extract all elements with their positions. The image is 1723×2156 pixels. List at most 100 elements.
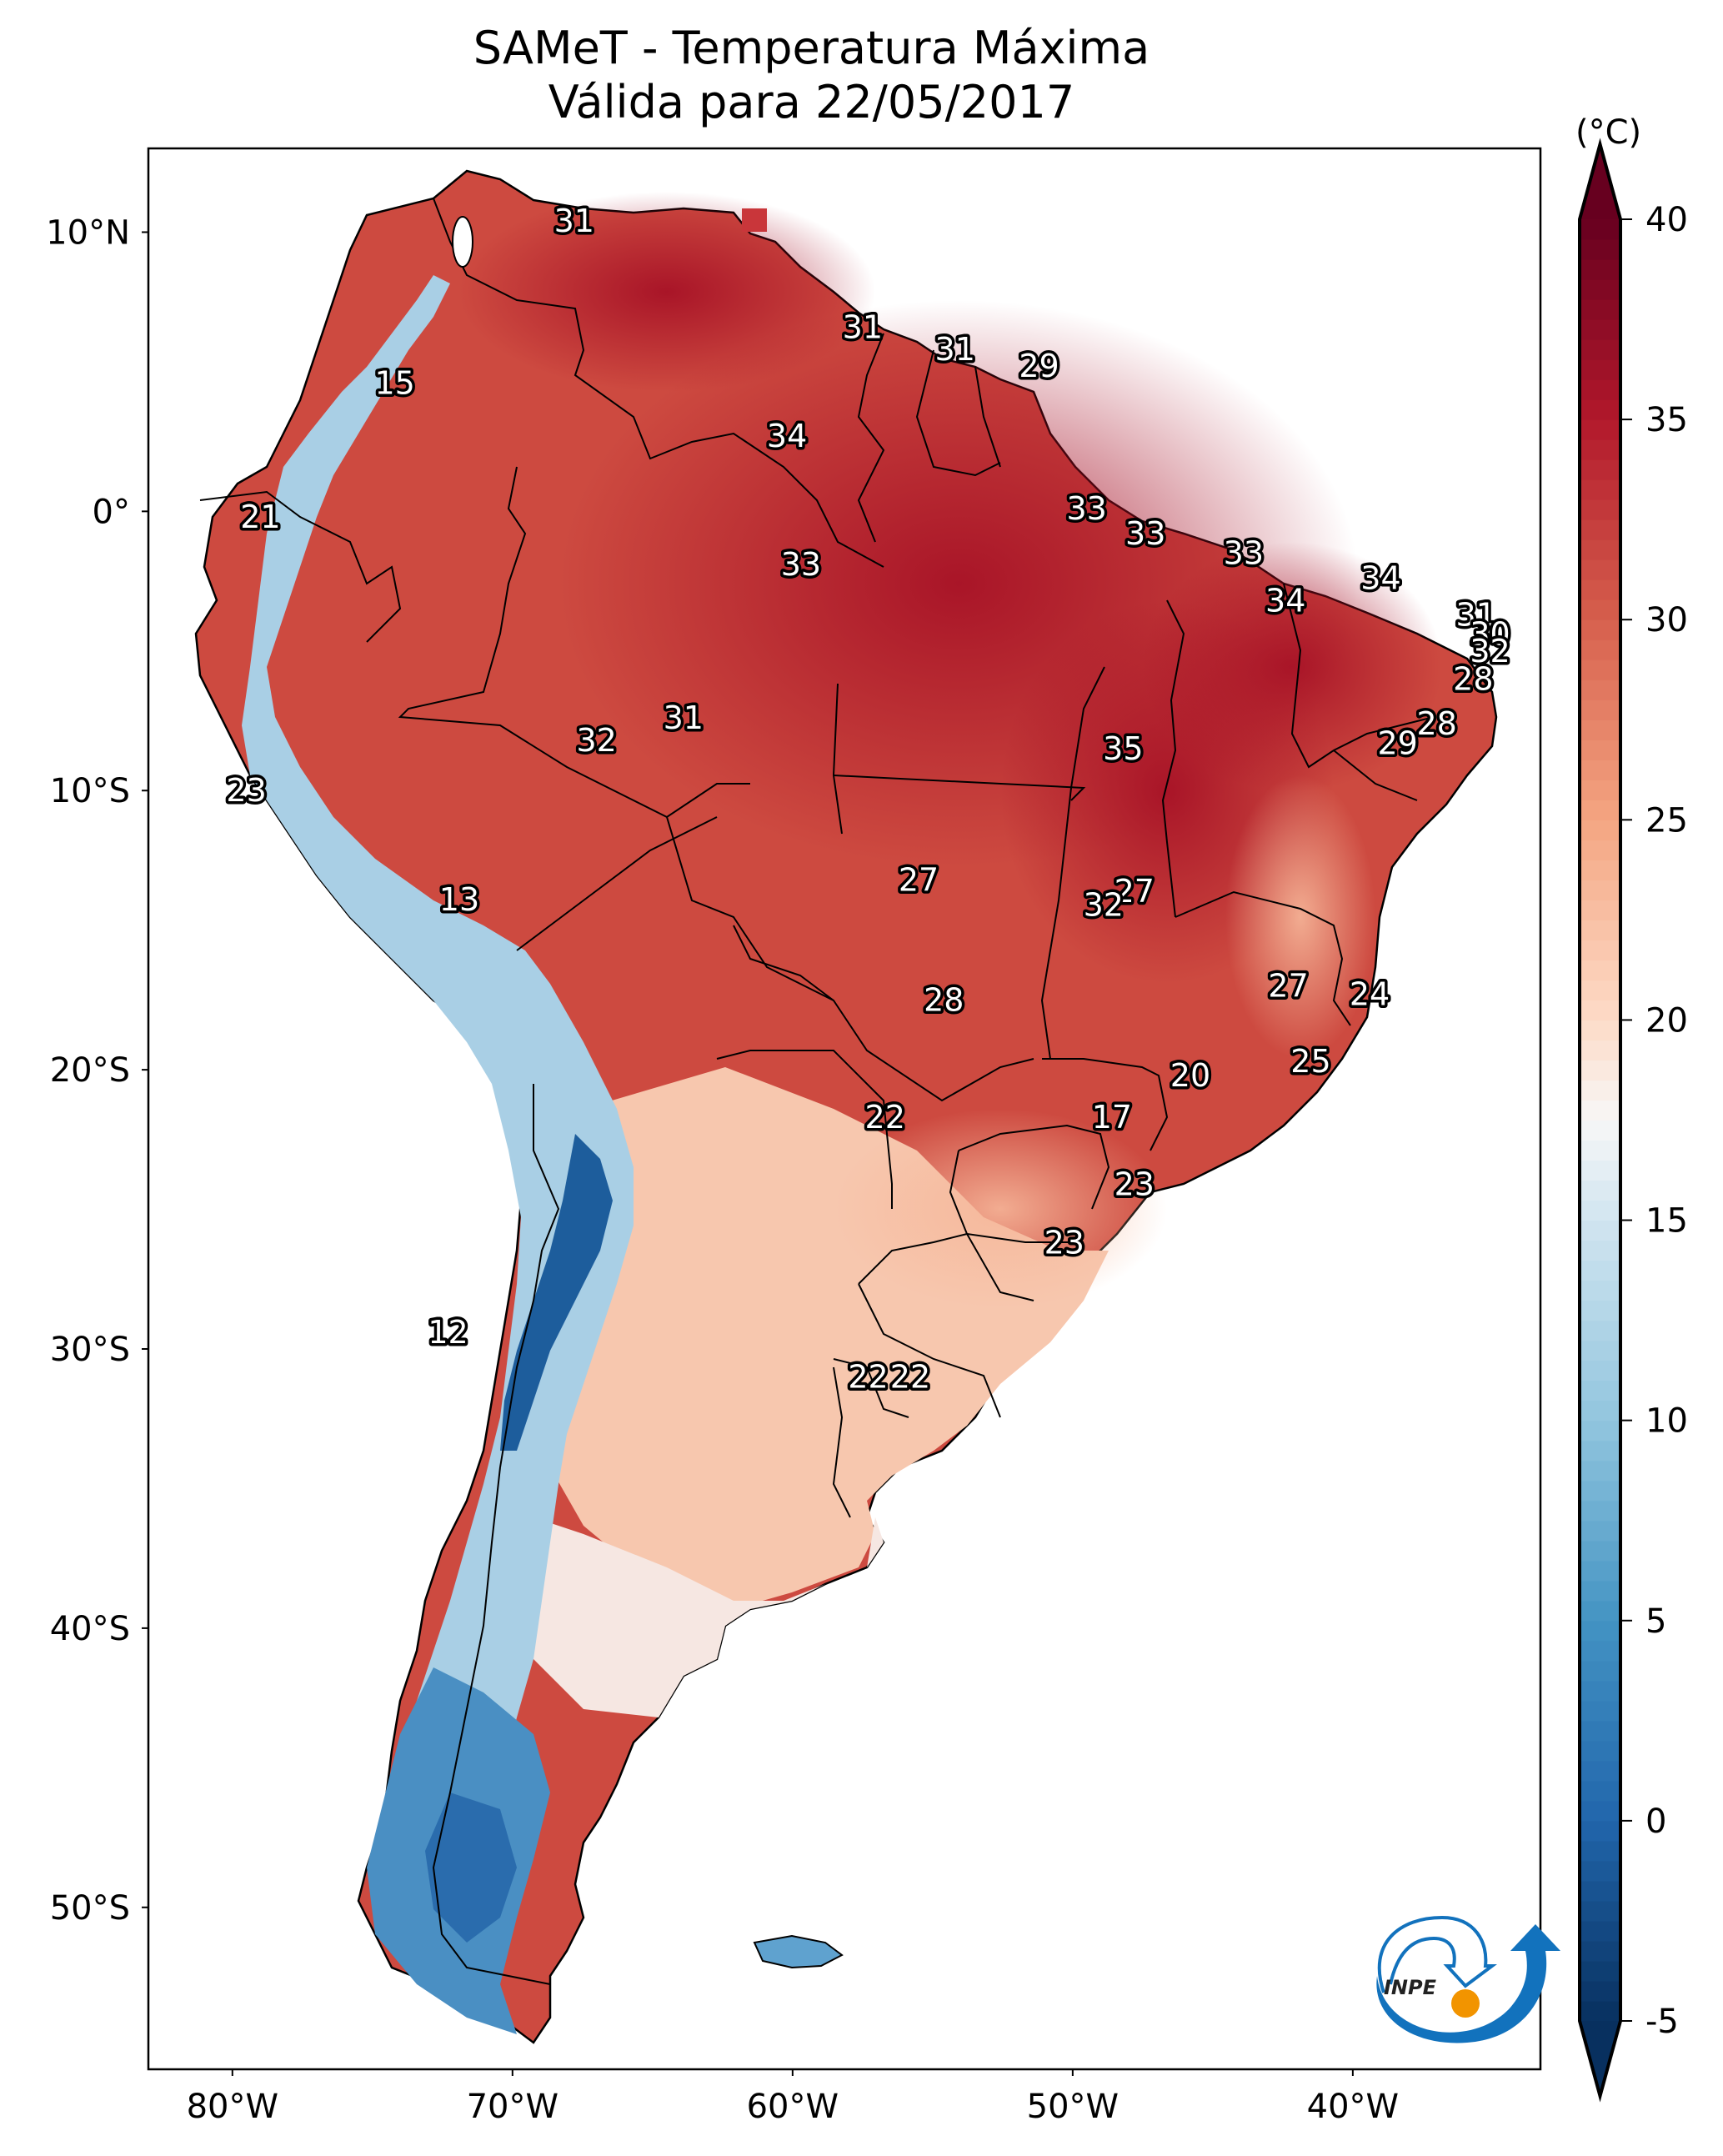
colorbar-tick-label: -5 xyxy=(1645,2003,1679,2041)
country-borders xyxy=(199,198,1435,1985)
colorbar-band xyxy=(1580,219,1620,240)
colorbar-band xyxy=(1580,459,1620,480)
colorbar-band xyxy=(1580,279,1620,300)
colorbar-units-label: (°C) xyxy=(1575,113,1641,152)
temperature-point-label: 33 xyxy=(1066,490,1106,527)
colorbar-band xyxy=(1580,519,1620,540)
temperature-point-label: 23 xyxy=(226,772,266,809)
colorbar: (°C) -5 0 5 10 15 20 25 30 35 40 xyxy=(1575,113,1688,2103)
colorbar-band xyxy=(1580,1760,1620,1782)
y-tick-label: 30°S xyxy=(50,1331,130,1369)
colorbar-band xyxy=(1580,1980,1620,2002)
colorbar-band xyxy=(1580,1080,1620,1101)
temperature-point-label: 34 xyxy=(767,418,807,454)
colorbar-band xyxy=(1580,1700,1620,1722)
colorbar-tick-label: 20 xyxy=(1645,1001,1688,1040)
colorbar-band xyxy=(1580,579,1620,600)
temperature-point-label: 31 xyxy=(1456,596,1496,633)
colorbar-band xyxy=(1580,699,1620,720)
colorbar-band xyxy=(1580,1180,1620,1201)
colorbar-band xyxy=(1580,399,1620,420)
hot-region xyxy=(1142,542,1442,792)
temperature-point-label: 31 xyxy=(935,331,975,368)
colorbar-band xyxy=(1580,419,1620,440)
chart-subtitle: Válida para 22/05/2017 xyxy=(548,76,1075,128)
y-tick-label: 10°N xyxy=(46,213,130,252)
colorbar-band xyxy=(1580,1020,1620,1041)
colorbar-band xyxy=(1580,1360,1620,1381)
y-tick-label: 50°S xyxy=(50,1889,130,1928)
colorbar-tick-label: 10 xyxy=(1645,1402,1688,1441)
colorbar-band xyxy=(1580,740,1620,760)
colorbar-band xyxy=(1580,1580,1620,1602)
colorbar-band xyxy=(1580,379,1620,400)
falkland-islands xyxy=(753,1934,844,1969)
hot-region xyxy=(458,192,875,392)
colorbar-band xyxy=(1580,1060,1620,1081)
colorbar-band xyxy=(1580,1540,1620,1562)
temperature-point-label: 23 xyxy=(1114,1166,1155,1202)
temperature-field xyxy=(194,169,1498,2044)
inpe-logo: INPE xyxy=(1376,1915,1560,2043)
colorbar-band xyxy=(1580,1620,1620,1642)
colorbar-tick-label: 25 xyxy=(1645,801,1688,840)
colorbar-band xyxy=(1580,1880,1620,1902)
temperature-point-label: 12 xyxy=(428,1314,468,1351)
colorbar-tick-label: 0 xyxy=(1645,1803,1666,1841)
colorbar-band xyxy=(1580,1380,1620,1401)
temperature-point-label: 32 xyxy=(1084,887,1124,924)
temperature-point-label: 24 xyxy=(1350,976,1390,1013)
colorbar-tick-label: 15 xyxy=(1645,1202,1688,1241)
y-axis: 10°N 0° 10°S 20°S 30°S 40°S 50°S xyxy=(46,213,148,1928)
colorbar-band xyxy=(1580,1240,1620,1261)
temperature-point-label: 27 xyxy=(899,861,939,898)
colorbar-band xyxy=(1580,1480,1620,1502)
colorbar-band xyxy=(1580,1820,1620,1842)
chart-title: SAMeT - Temperatura Máxima xyxy=(473,22,1150,74)
colorbar-band xyxy=(1580,960,1620,981)
temperature-point-label: 32 xyxy=(1470,633,1510,669)
warm-region xyxy=(834,1109,1167,1309)
colorbar-band xyxy=(1580,940,1620,961)
colorbar-band xyxy=(1580,639,1620,660)
colorbar-extend-min xyxy=(1580,2021,1620,2096)
colorbar-band xyxy=(1580,299,1620,320)
temperature-point-label: 29 xyxy=(1019,348,1059,384)
colorbar-band xyxy=(1580,1780,1620,1802)
colorbar-band xyxy=(1580,659,1620,680)
temperature-point-label: 35 xyxy=(1103,730,1143,767)
colorbar-band xyxy=(1580,679,1620,700)
colorbar-band xyxy=(1580,1100,1620,1121)
temperature-point-label: 21 xyxy=(240,499,280,535)
colorbar-band xyxy=(1580,1200,1620,1221)
temperature-point-label: 27 xyxy=(1268,968,1308,1005)
colorbar-band xyxy=(1580,339,1620,360)
colorbar-band xyxy=(1580,980,1620,1001)
colorbar-tick-label: 30 xyxy=(1645,601,1688,639)
colorbar-band xyxy=(1580,1800,1620,1822)
colorbar-band xyxy=(1580,1840,1620,1862)
colorbar-band xyxy=(1580,860,1620,880)
y-tick-label: 40°S xyxy=(50,1610,130,1648)
x-tick-label: 50°W xyxy=(1027,2088,1119,2126)
colorbar-band xyxy=(1580,1340,1620,1361)
temperature-point-label: 22 xyxy=(848,1358,888,1395)
temperature-point-label: 17 xyxy=(1092,1099,1132,1136)
temperature-point-label: 33 xyxy=(781,546,821,583)
colorbar-band xyxy=(1580,259,1620,280)
colorbar-band xyxy=(1580,1420,1620,1442)
x-tick-label: 60°W xyxy=(747,2088,839,2126)
temperature-point-label: 22 xyxy=(865,1099,905,1136)
logo-text: INPE xyxy=(1384,1976,1437,1999)
colorbar-band xyxy=(1580,1660,1620,1682)
colorbar-band xyxy=(1580,1280,1620,1301)
temperature-point-label: 22 xyxy=(890,1358,930,1395)
colorbar-band xyxy=(1580,1120,1620,1141)
colorbar-band xyxy=(1580,840,1620,860)
colorbar-band xyxy=(1580,720,1620,740)
colorbar-band xyxy=(1580,900,1620,920)
colorbar-band xyxy=(1580,1960,1620,1982)
colorbar-band xyxy=(1580,820,1620,840)
x-tick-label: 40°W xyxy=(1307,2088,1399,2126)
